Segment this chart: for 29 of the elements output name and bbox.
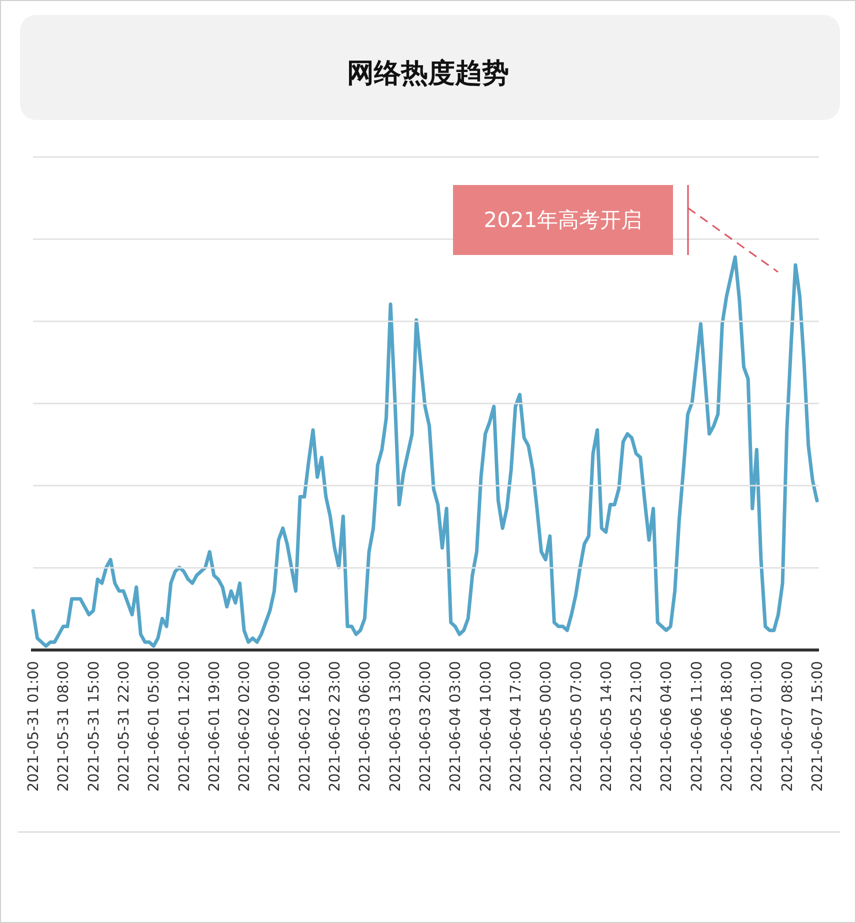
x-tick-label: 2021-05-31 22:00	[116, 661, 132, 792]
x-tick-label: 2021-06-05 14:00	[598, 661, 615, 792]
x-tick-label: 2021-06-02 09:00	[267, 661, 284, 792]
x-tick-label: 2021-06-05 00:00	[538, 661, 555, 792]
x-tick-label: 2021-06-05 21:00	[629, 661, 646, 792]
x-tick-label: 2021-06-03 13:00	[388, 661, 404, 792]
x-tick-label: 2021-06-07 15:00	[810, 661, 826, 792]
x-tick-label: 2021-05-31 01:00	[26, 661, 42, 792]
x-tick-label: 2021-06-06 04:00	[659, 661, 676, 792]
x-tick-label: 2021-06-04 17:00	[508, 661, 524, 792]
x-tick-label: 2021-06-06 11:00	[689, 661, 706, 792]
x-tick-label: 2021-06-02 16:00	[297, 661, 314, 792]
x-tick-label: 2021-05-31 15:00	[86, 661, 102, 792]
x-tick-label: 2021-06-01 12:00	[176, 661, 193, 792]
x-tick-label: 2021-06-04 03:00	[448, 661, 464, 792]
x-tick-label: 2021-06-04 10:00	[478, 661, 494, 792]
x-tick-label: 2021-06-01 19:00	[206, 661, 223, 792]
x-tick-label: 2021-06-06 18:00	[720, 661, 736, 792]
text: 2021年高考开启	[484, 208, 642, 232]
x-tick-label: 2021-06-07 01:00	[750, 661, 766, 792]
x-tick-label: 2021-06-01 05:00	[146, 661, 163, 792]
x-tick-label: 2021-05-31 08:00	[56, 661, 72, 792]
chart-title: 网络热度趋势	[347, 58, 509, 89]
x-tick-label: 2021-06-03 06:00	[358, 661, 374, 792]
x-tick-label: 2021-06-05 07:00	[568, 661, 585, 792]
x-tick-label: 2021-06-07 08:00	[780, 661, 796, 792]
x-tick-label: 2021-06-03 20:00	[418, 661, 434, 792]
x-tick-label: 2021-06-02 23:00	[328, 661, 344, 792]
x-tick-label: 2021-06-02 02:00	[237, 661, 254, 792]
